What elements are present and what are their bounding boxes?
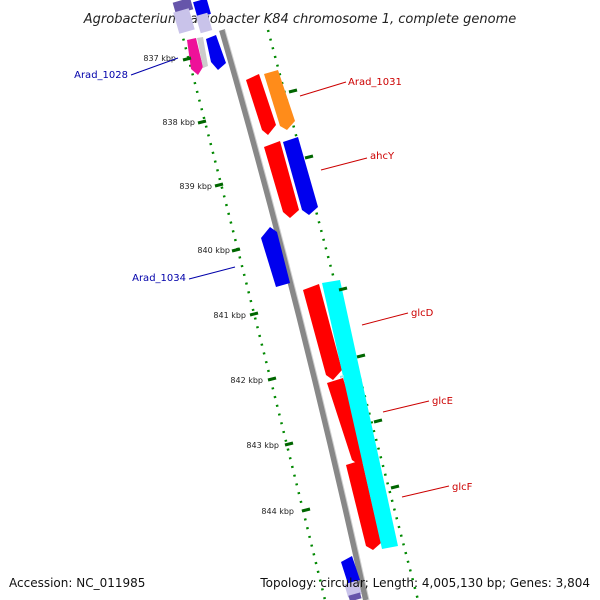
leader-line-arad1031 (299, 81, 347, 97)
kbp-tick-mark (301, 507, 311, 513)
kbp-label-844: 844 kbp (261, 507, 294, 516)
kbp-ticks (182, 56, 400, 513)
leader-line-glcf (401, 485, 450, 498)
gene-label-arad1028[interactable]: Arad_1028 (74, 70, 128, 81)
gene-label-glcf[interactable]: glcF (452, 482, 473, 493)
cds-feature-red-1 (246, 74, 276, 135)
gene-label-arad1031[interactable]: Arad_1031 (348, 77, 402, 88)
kbp-label-840: 840 kbp (197, 246, 230, 255)
genome-backbone (219, 29, 369, 600)
kbp-tick-mark (267, 376, 277, 382)
kbp-tick-mark (304, 154, 314, 160)
kbp-tick-mark (373, 418, 383, 424)
gene-label-ahcy[interactable]: ahcY (370, 151, 395, 162)
kbp-tick-mark (182, 56, 192, 62)
kbp-label-841: 841 kbp (213, 311, 246, 320)
kbp-tick-mark (356, 353, 366, 359)
genome-summary-text: Topology: circular; Length: 4,005,130 bp… (259, 576, 590, 590)
accession-text: Accession: NC_011985 (9, 576, 145, 590)
kbp-tick-mark (197, 119, 207, 125)
kbp-label-839: 839 kbp (179, 182, 212, 191)
kbp-tick-mark (214, 182, 224, 188)
cds-feature-lavender-2 (195, 12, 213, 34)
cds-feature-cyan-divider (340, 375, 344, 378)
gene-label-arad1034[interactable]: Arad_1034 (132, 273, 186, 284)
kbp-label-837: 837 kbp (143, 54, 176, 63)
leader-line-glcd (361, 312, 409, 326)
cds-feature-cyan (322, 280, 398, 549)
cds-feature-purple-bottom (348, 592, 362, 600)
cds-feature-arad1034 (261, 227, 290, 287)
kbp-tick-mark (231, 247, 241, 253)
gene-label-glce[interactable]: glcE (432, 396, 453, 407)
leader-line-glce (382, 400, 430, 413)
cds-feature-pink (187, 38, 203, 75)
cds-feature-red-glcd (303, 284, 342, 380)
kbp-label-842: 842 kbp (230, 376, 263, 385)
kbp-tick-mark (284, 441, 294, 447)
leader-line-ahcy (320, 157, 368, 171)
leader-line-arad1028 (130, 57, 179, 76)
kbp-tick-mark (249, 311, 259, 317)
cds-feature-blue-top (193, 0, 211, 18)
cds-feature-ahcy (283, 137, 318, 215)
kbp-label-838: 838 kbp (162, 118, 195, 127)
cds-feature-lavender (173, 8, 195, 34)
kbp-tick-mark (338, 286, 348, 292)
cds-feature-red-glce (327, 378, 368, 465)
cds-feature-blue-bottom (341, 556, 360, 584)
cds-feature-arad1031 (264, 70, 295, 130)
cds-feature-red-2 (264, 141, 299, 218)
map-title: Agrobacterium radiobacter K84 chromosome… (83, 12, 516, 27)
cds-feature-red-glcf (346, 460, 381, 550)
gene-label-glcd[interactable]: glcD (411, 308, 434, 319)
leader-line-arad1034 (188, 266, 236, 280)
kbp-tick-mark (288, 88, 298, 94)
kbp-tick-mark (390, 484, 400, 490)
cds-feature-arad1028 (206, 35, 226, 70)
genome-backbone-highlight (224, 29, 370, 600)
cds-feature-grey (197, 37, 208, 68)
kbp-label-843: 843 kbp (246, 441, 279, 450)
